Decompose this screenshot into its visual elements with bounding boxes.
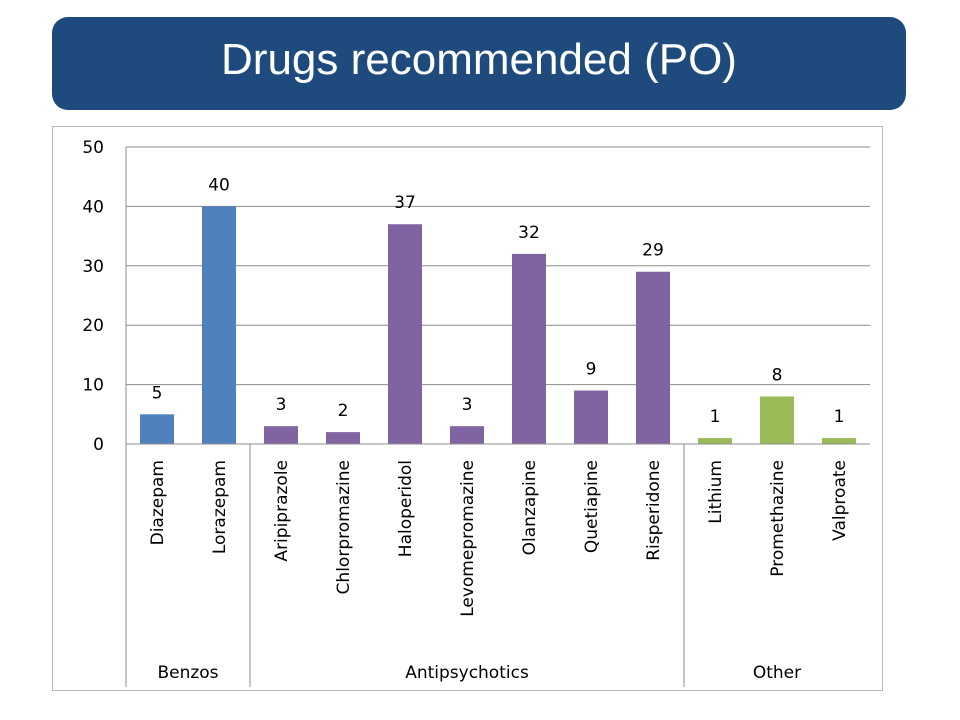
data-label: 5	[152, 383, 163, 403]
y-tick-label: 40	[82, 197, 104, 217]
y-tick-label: 50	[82, 138, 104, 158]
category-label: Lorazepam	[210, 460, 230, 554]
bar	[512, 253, 546, 444]
category-label: Aripiprazole	[272, 460, 292, 562]
bar	[698, 438, 732, 444]
category-label: Chlorpromazine	[334, 460, 354, 594]
bar	[388, 224, 422, 444]
bar	[202, 206, 236, 444]
y-tick-label: 30	[82, 257, 104, 277]
bar	[450, 426, 484, 444]
data-label: 1	[710, 407, 721, 427]
category-label: Lithium	[706, 460, 726, 524]
bar	[574, 390, 608, 444]
data-label: 3	[462, 395, 473, 415]
data-label: 8	[772, 365, 783, 385]
category-label: Quetiapine	[582, 460, 602, 553]
data-label: 3	[276, 395, 287, 415]
category-label: Risperidone	[644, 460, 664, 561]
data-label: 32	[518, 223, 540, 243]
bar	[326, 432, 360, 444]
data-label: 37	[394, 193, 416, 213]
category-label: Valproate	[830, 460, 850, 541]
category-label: Olanzapine	[520, 460, 540, 555]
category-label: Haloperidol	[396, 460, 416, 557]
bar	[264, 426, 298, 444]
bar	[636, 271, 670, 444]
group-label: Antipsychotics	[405, 663, 529, 683]
data-label: 1	[834, 407, 845, 427]
title-banner: Drugs recommended (PO)	[52, 17, 906, 110]
y-tick-label: 0	[93, 435, 104, 455]
data-label: 29	[642, 241, 664, 261]
data-label: 2	[338, 401, 349, 421]
bar	[822, 438, 856, 444]
group-label: Benzos	[157, 663, 218, 683]
data-label: 9	[586, 360, 597, 380]
y-tick-label: 10	[82, 376, 104, 396]
chart-frame	[52, 126, 883, 691]
data-label: 40	[208, 175, 230, 195]
category-label: Promethazine	[768, 460, 788, 577]
category-label: Diazepam	[148, 460, 168, 545]
y-tick-label: 20	[82, 316, 104, 336]
category-label: Levomepromazine	[458, 460, 478, 617]
group-label: Other	[753, 663, 801, 683]
bar	[760, 396, 794, 444]
chart-title: Drugs recommended (PO)	[221, 35, 737, 84]
bar	[140, 414, 174, 444]
